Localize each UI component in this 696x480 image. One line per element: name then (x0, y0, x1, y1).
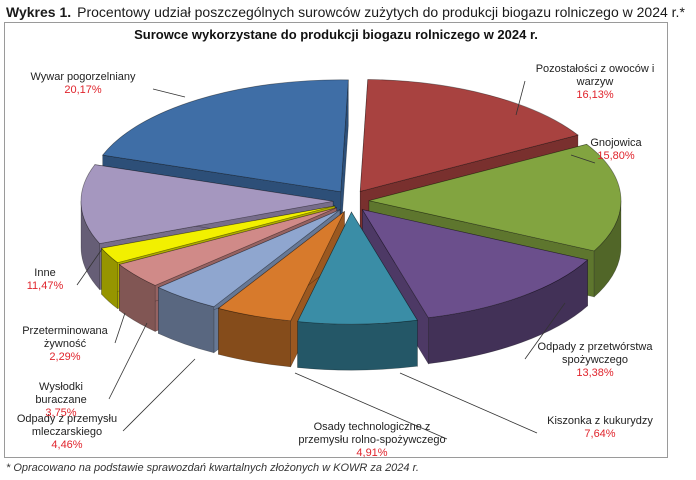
leader-line (114, 312, 126, 344)
slice-top (297, 211, 418, 325)
leader-line (570, 154, 596, 164)
slice-label: Kiszonka z kukurydzy 7,64% (537, 415, 663, 441)
slice-top (368, 143, 622, 252)
leader-line (294, 372, 448, 440)
pie-slice (297, 211, 418, 371)
slice-label: Przeterminowana żywność 2,29% (15, 325, 115, 364)
slice-top (217, 211, 345, 322)
leader-line (76, 248, 103, 286)
slice-top (80, 164, 334, 244)
slice-label-value: 20,17% (64, 84, 102, 96)
slice-label-name: Wywar pogorzelniany (30, 71, 136, 83)
figure-caption: Wykres 1. Procentowy udział poszczególnyc… (6, 4, 690, 24)
slice-label: Odpady z przetwórstwa spożywczego 13,38% (525, 341, 665, 380)
leader-line (108, 322, 148, 400)
slice-top (359, 79, 579, 192)
leader-line (122, 358, 196, 432)
slice-top (118, 207, 337, 286)
slice-label-name: Przeterminowana żywność (22, 325, 108, 350)
slice-label-value: 15,80% (597, 150, 635, 162)
slice-top (157, 209, 341, 308)
slice-label-value: 13,38% (576, 367, 614, 379)
slice-label: Inne 11,47% (13, 267, 77, 293)
slice-label-name: Kiszonka z kukurydzy (547, 415, 653, 427)
chart-frame: Surowce wykorzystane do produkcji biogaz… (4, 22, 668, 460)
slice-label-value: 4,46% (51, 439, 83, 451)
chart-title: Surowce wykorzystane do produkcji biogaz… (134, 27, 538, 42)
slice-label-value: 7,64% (584, 428, 616, 440)
slice-top (102, 79, 349, 193)
slice-top (100, 205, 335, 264)
slice-label: Wywar pogorzelniany 20,17% (13, 71, 153, 97)
slice-label: Gnojowica 15,80% (571, 137, 661, 163)
slice-label-name: Osady technologiczne z przemysłu rolno-s… (298, 421, 446, 446)
slice-label-value: 16,13% (576, 89, 614, 101)
figure-number: Wykres 1. (6, 4, 72, 20)
slice-label: Pozostałości z owoców i warzyw 16,13% (525, 63, 665, 102)
slice-label-name: Inne (34, 267, 56, 279)
slice-label-value: 2,29% (49, 351, 81, 363)
slice-label-value: 3,75% (45, 407, 77, 419)
slice-label-name: Odpady z przetwórstwa spożywczego (537, 341, 653, 366)
slice-label-name: Odpady z przemysłu mleczarskiego (16, 413, 118, 438)
slice-side (297, 319, 418, 371)
figure-caption-text: Procentowy udział poszczególnych surowcó… (77, 4, 685, 20)
slice-label-name: Pozostałości z owoców i warzyw (535, 63, 655, 88)
slice-label: Osady technologiczne z przemysłu rolno-s… (297, 421, 447, 460)
leader-line (152, 88, 186, 98)
leader-line (515, 80, 526, 116)
leader-line (399, 372, 538, 434)
slice-label-name: Wysłodki buraczane (35, 381, 87, 406)
slice-label: Wysłodki buraczane 3,75% (13, 381, 109, 420)
slice-label-name: Gnojowica (590, 137, 642, 149)
footnote: * Opracowano na podstawie sprawozdań kwa… (6, 462, 419, 474)
leader-line (524, 302, 566, 360)
slice-label-value: 4,91% (356, 447, 388, 459)
slice-label: Odpady z przemysłu mleczarskiego 4,46% (11, 413, 123, 452)
pie-chart (76, 79, 622, 440)
slice-top (361, 209, 589, 319)
slice-label-value: 11,47% (26, 280, 64, 292)
